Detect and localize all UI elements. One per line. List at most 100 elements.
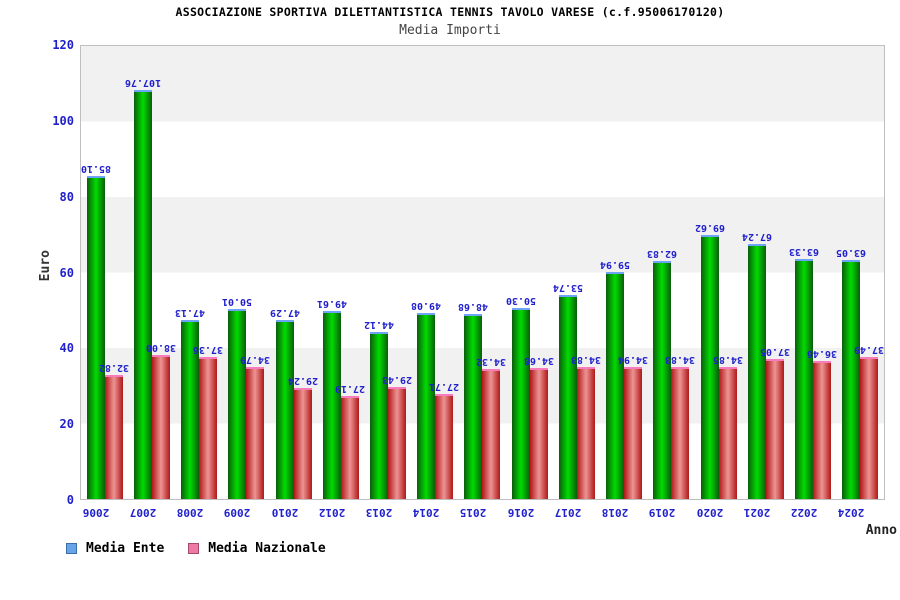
bar-media-ente-2015: 48.68 [458, 301, 489, 499]
bar-value-label: 34.83 [665, 353, 696, 365]
bar-media-ente-2014: 49.08 [411, 300, 441, 499]
bar-value-label: 37.05 [759, 345, 790, 357]
bar-value-label: 44.12 [363, 318, 395, 330]
bar-media-nazionale-2008: 37.36 [193, 344, 223, 499]
bar-value-label: 53.74 [552, 282, 584, 294]
x-tick-label-2022: 2022 [790, 506, 818, 519]
x-tick-label-2017: 2017 [554, 506, 582, 519]
bar-media-nazionale-2010: 29.24 [287, 375, 318, 499]
chart-subtitle: Media Importi [399, 23, 501, 38]
bar-media-ente-2019: 62.83 [647, 248, 677, 499]
bar-value-label: 49.61 [316, 297, 347, 309]
bar-value-label: 34.83 [570, 353, 602, 365]
bar-media-ente-2009: 50.01 [222, 296, 252, 499]
bar-group-2013: 44.12 29.43 2013 [364, 46, 412, 519]
x-tick-label-2024: 2024 [838, 506, 865, 519]
bar-group-2021: 67.24 37.05 2021 [742, 46, 790, 519]
bar-group-2016: 50.30 34.68 2016 [506, 46, 554, 519]
bar-value-label: 36.46 [807, 347, 838, 359]
bar-media-ente-2006: 85.10 [81, 163, 111, 499]
bar-media-nazionale-2007: 38.00 [146, 342, 176, 499]
x-tick-label-2020: 2020 [696, 506, 723, 519]
bar-value-label: 63.33 [789, 245, 820, 257]
chart-title: ASSOCIAZIONE SPORTIVA DILETTANTISTICA TE… [175, 5, 725, 19]
bar-value-label: 50.01 [222, 296, 253, 308]
x-tick-label-2018: 2018 [601, 506, 629, 519]
bar-value-label: 27.71 [429, 380, 460, 392]
x-tick-label-2010: 2010 [271, 506, 298, 519]
legend: Media Ente Media Nazionale [66, 541, 350, 556]
bar-group-2017: 53.74 34.83 2017 [553, 46, 602, 519]
x-tick-label-2021: 2021 [743, 506, 771, 519]
bar-media-nazionale-2012: 27.19 [335, 383, 365, 499]
bar-media-ente-2012: 49.61 [317, 298, 347, 499]
bar-group-2019: 62.83 34.83 2019 [647, 46, 696, 519]
bar-group-2007: 107.76 38.00 2007 [125, 46, 176, 519]
y-tick-label-40: 40 [59, 341, 74, 356]
x-tick-label-2007: 2007 [129, 506, 157, 519]
y-tick-label-60: 60 [59, 265, 74, 280]
bar-media-ente-2007: 107.76 [125, 77, 161, 499]
x-tick-label-2012: 2012 [318, 506, 346, 519]
bar-media-ente-2022: 63.33 [789, 246, 819, 499]
x-tick-label-2006: 2006 [82, 506, 109, 519]
bar-media-nazionale-2009: 34.79 [240, 354, 270, 499]
y-tick-label-20: 20 [59, 417, 74, 432]
legend-swatch-media-nazionale-icon [188, 543, 200, 554]
x-tick-label-2015: 2015 [460, 506, 487, 519]
bar-value-label: 34.32 [476, 355, 507, 367]
bar-group-2006: 85.10 32.82 2006 [81, 46, 129, 519]
bar-value-label: 107.76 [124, 77, 161, 89]
bar-media-ente-2018: 59.94 [600, 259, 630, 499]
x-tick-label-2016: 2016 [507, 506, 534, 519]
bar-group-2018: 59.94 34.94 2018 [600, 46, 648, 519]
bar-media-ente-2017: 53.74 [553, 282, 583, 499]
bar-media-nazionale-2014: 27.71 [429, 381, 459, 499]
bar-media-nazionale-2020: 34.85 [713, 354, 743, 499]
bar-value-label: 85.10 [80, 163, 111, 175]
bar-media-nazionale-2018: 34.94 [618, 354, 648, 499]
bar-media-ente-2013: 44.12 [364, 319, 394, 499]
bar-group-2008: 47.13 37.36 2008 [175, 46, 223, 519]
bar-media-ente-2010: 47.29 [269, 307, 300, 499]
bar-media-nazionale-2024: 37.49 [854, 344, 884, 499]
bar-media-ente-2008: 47.13 [175, 307, 205, 499]
y-tick-label-100: 100 [52, 113, 74, 128]
bar-media-nazionale-2016: 34.68 [524, 355, 554, 499]
bar-group-2015: 48.68 34.32 2015 [458, 46, 507, 519]
bar-value-label: 47.29 [269, 306, 300, 318]
bar-media-ente-2016: 50.30 [506, 295, 536, 499]
x-tick-label-2014: 2014 [413, 506, 440, 519]
bar-value-label: 48.68 [458, 301, 489, 313]
bar-value-label: 34.68 [523, 354, 554, 366]
bar-media-ente-2024: 63.05 [836, 247, 866, 499]
y-tick-label-120: 120 [52, 38, 74, 52]
bar-media-ente-2020: 69.62 [695, 222, 725, 499]
legend-label-media-ente: Media Ente [86, 541, 165, 556]
x-tick-label-2008: 2008 [176, 506, 204, 519]
y-tick-label-80: 80 [59, 189, 74, 204]
bar-value-label: 50.30 [505, 295, 536, 307]
bar-media-ente-2021: 67.24 [742, 231, 772, 499]
bar-media-nazionale-2013: 29.43 [382, 374, 412, 499]
legend-swatch-media-ente-icon [66, 543, 77, 554]
bar-group-2022: 63.33 36.46 2022 [789, 46, 837, 519]
legend-label-media-nazionale: Media Nazionale [208, 541, 326, 556]
bar-group-2010: 47.29 29.24 2010 [269, 46, 318, 519]
bar-value-label: 34.79 [240, 354, 271, 366]
bar-value-label: 59.94 [600, 258, 631, 270]
bar-media-nazionale-2015: 34.32 [476, 356, 507, 499]
bar-group-2012: 49.61 27.19 2012 [317, 46, 365, 519]
bar-value-label: 29.24 [287, 375, 318, 387]
x-tick-label-2019: 2019 [649, 506, 676, 519]
bar-value-label: 37.36 [193, 344, 224, 356]
bar-media-nazionale-2006: 32.82 [99, 362, 129, 499]
x-tick-label-2009: 2009 [224, 506, 251, 519]
bar-value-label: 67.24 [741, 231, 772, 242]
bar-value-label: 29.43 [381, 374, 413, 386]
bar-value-label: 38.00 [145, 341, 176, 353]
bar-value-label: 32.82 [98, 361, 129, 373]
bar-media-nazionale-2021: 37.05 [760, 346, 790, 499]
bar-media-nazionale-2022: 36.46 [807, 348, 837, 499]
